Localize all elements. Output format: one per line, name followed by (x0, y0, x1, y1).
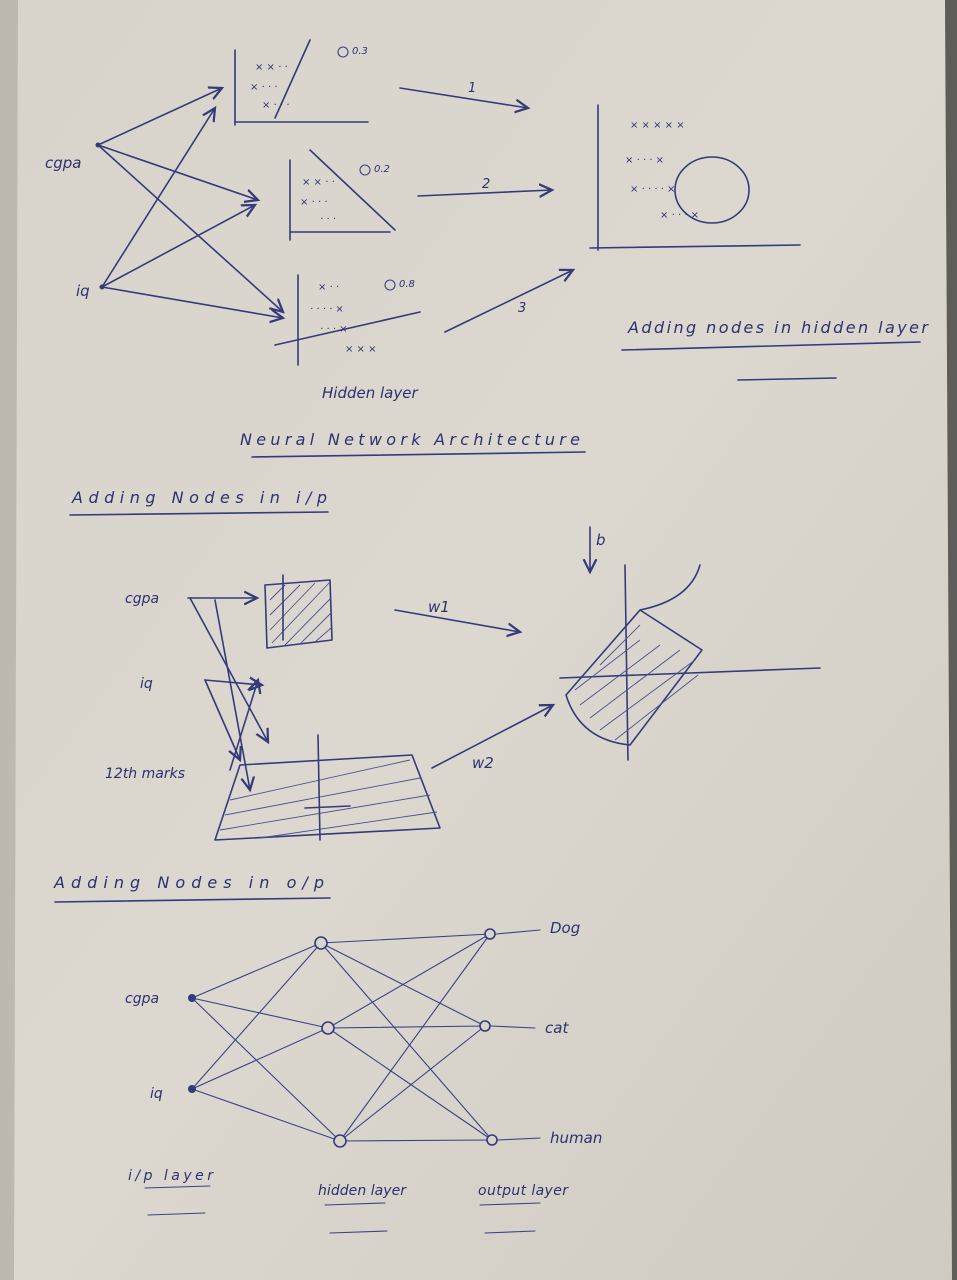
svg-text:× · · ·: × · · · (300, 197, 327, 208)
output-label-dog: Dog (550, 919, 580, 937)
layer-label-hidden: hidden layer (318, 1183, 407, 1199)
input-node-cgpa (188, 994, 196, 1002)
output-node-human (486, 1134, 498, 1146)
output-node-cat (479, 1020, 491, 1032)
hidden-plot-3: × · · · · · · × · · · × × × × 0.8 (274, 274, 421, 366)
input-label-iq: iq (76, 282, 90, 300)
side-title: Adding nodes in hidden layer (627, 318, 929, 337)
output-surface-3d (559, 564, 821, 761)
output-label-human: human (550, 1129, 602, 1147)
output-label-cat: cat (545, 1019, 569, 1037)
edges-input-hidden (191, 942, 341, 1142)
input-label-iq-2: iq (140, 676, 153, 692)
small-plane-1 (264, 574, 333, 649)
svg-text:× · · · · ×: × · · · · × (630, 184, 675, 195)
svg-text:× · · ·: × · · · (262, 100, 289, 111)
svg-text:× × ×: × × × (345, 344, 377, 355)
input-label-12th-marks: 12th marks (105, 766, 185, 782)
weight-label-w2: w2 (472, 754, 494, 772)
input-label-cgpa-3: cgpa (125, 991, 159, 1007)
input-label-iq-3: iq (150, 1086, 163, 1102)
paper-sheet (14, 0, 952, 1280)
arrow-label-1: 1 (468, 81, 476, 96)
svg-text:× × · ·: × × · · (302, 177, 335, 188)
arrow-label-2: 2 (482, 177, 490, 192)
hidden-node-2 (321, 1021, 335, 1035)
hidden-plot-1: × × · · × · · · × · · · 0.3 (234, 39, 369, 126)
layer-label-output: output layer (478, 1183, 569, 1199)
input-label-cgpa: cgpa (45, 154, 81, 172)
hidden-node-3 (333, 1134, 347, 1148)
hidden-layer-caption: Hidden layer (322, 384, 418, 402)
input-node-iq (188, 1085, 196, 1093)
svg-text:· · ·: · · · (320, 214, 336, 225)
output-node-dog (484, 928, 496, 940)
value-label-2: 0.2 (374, 164, 390, 175)
svg-text:· · · · ×: · · · · × (310, 304, 344, 315)
arrow-label-3: 3 (518, 301, 526, 316)
svg-text:× · · · ×: × · · · × (625, 155, 664, 166)
input-label-cgpa-2: cgpa (125, 591, 159, 607)
hidden-plot-2: × × · · × · · · · · · 0.2 (289, 149, 396, 241)
value-label-3: 0.8 (399, 279, 415, 290)
value-label-1: 0.3 (352, 46, 368, 57)
svg-text:× · ·: × · · (318, 282, 339, 293)
svg-text:· · · ×: · · · × (320, 324, 347, 335)
weight-label-w1: w1 (428, 598, 450, 616)
svg-text:× × · ·: × × · · (255, 62, 288, 73)
edges-hidden-output (320, 933, 493, 1142)
hidden-node-1 (314, 936, 328, 950)
svg-text:× × × × ×: × × × × × (630, 120, 685, 131)
large-plane (214, 734, 441, 841)
svg-text:× · · ·: × · · · (250, 82, 277, 93)
combined-plot: × × × × × × · · · × × · · · · × × · · · … (589, 104, 801, 251)
bias-label: b (596, 531, 606, 549)
svg-text:× · · · ×: × · · · × (660, 210, 699, 221)
